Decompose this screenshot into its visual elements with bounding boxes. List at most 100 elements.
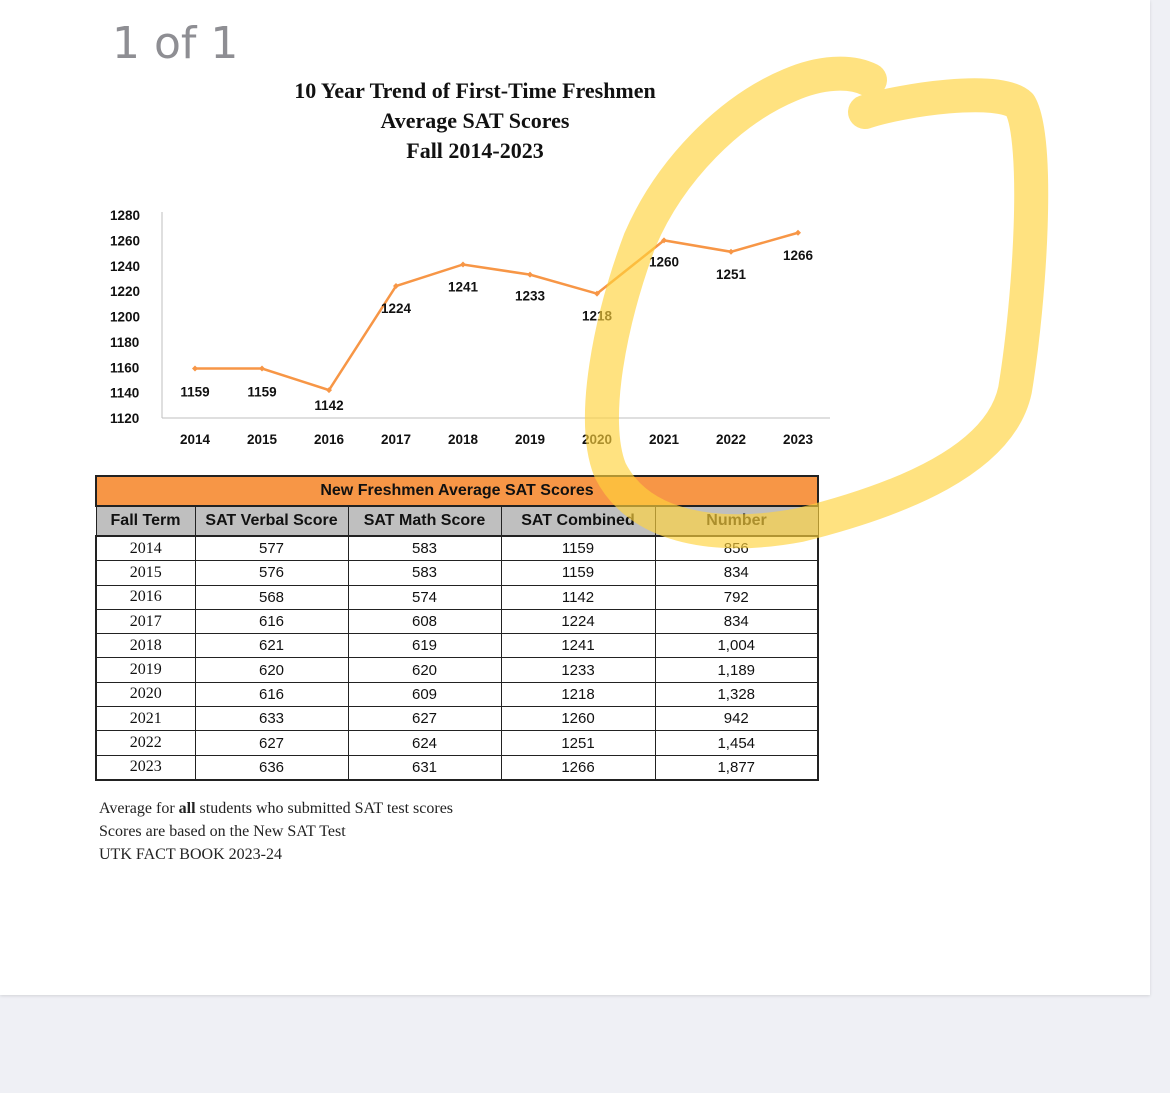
y-tick-label: 1160: [110, 360, 139, 375]
cell-sat-math: 609: [347, 681, 502, 708]
cell-sat-math: 624: [347, 730, 502, 756]
series-line: [195, 231, 799, 392]
data-label: 1251: [716, 267, 747, 282]
data-labels: 1159 1159 1142 1224 1241 1233 1218 1260 1251 1266: [180, 248, 813, 413]
cell-fall-term: 2020: [95, 681, 196, 708]
x-tick-label: 2017: [381, 432, 411, 447]
cell-fall-term: 2021: [95, 706, 196, 732]
cell-sat-verbal: 616: [194, 681, 349, 708]
data-label: 1241: [448, 279, 479, 294]
cell-sat-combined: 1266: [500, 754, 656, 781]
y-tick-label: 1200: [110, 310, 140, 325]
data-point: [192, 365, 198, 372]
y-tick-label: 1120: [110, 411, 139, 426]
series-layer: [192, 229, 801, 394]
data-point: [259, 365, 265, 372]
data-label: 1260: [649, 254, 679, 269]
data-point: [728, 248, 734, 255]
x-tick-label: 2021: [649, 432, 680, 447]
table-row: 2017 616 608 1224 834: [95, 608, 819, 635]
cell-sat-combined: 1241: [500, 633, 656, 659]
cell-number: 792: [654, 584, 819, 610]
table-row: 2015 576 583 1159 834: [95, 560, 819, 586]
line-chart: 1280 1260 1240 1220 1200 1180 1160 1140 1120 201…: [110, 208, 830, 447]
x-tick-label: 2023: [783, 432, 814, 447]
footnote-3: UTK FACT BOOK 2023-24: [99, 846, 282, 863]
x-tick-label: 2016: [314, 432, 345, 447]
cell-number: 1,004: [654, 633, 819, 659]
cell-sat-verbal: 577: [194, 535, 349, 562]
chart-title-line-2: Average SAT Scores: [380, 108, 570, 133]
cell-sat-combined: 1224: [500, 608, 656, 635]
cell-sat-verbal: 627: [194, 730, 349, 756]
header-sat-combined: SAT Combined: [500, 505, 656, 537]
cell-sat-math: 574: [347, 584, 502, 610]
data-label: 1159: [180, 385, 209, 400]
y-tick-label: 1280: [110, 208, 140, 223]
cell-number: 834: [654, 608, 819, 635]
table-row: 2019 620 620 1233 1,189: [95, 657, 819, 683]
chart-title-line-3: Fall 2014-2023: [406, 138, 544, 163]
cell-number: 1,189: [654, 657, 819, 683]
footnote-1-bold: all: [178, 800, 196, 817]
cell-sat-combined: 1233: [500, 657, 656, 683]
cell-sat-verbal: 616: [194, 608, 349, 635]
cell-sat-combined: 1251: [500, 730, 656, 756]
cell-sat-math: 583: [347, 535, 502, 562]
footnote-1-text-a: Average for: [99, 800, 179, 817]
x-tick-label: 2020: [582, 432, 612, 447]
cell-sat-verbal: 620: [194, 657, 349, 683]
table-row: 2014 577 583 1159 856: [95, 535, 819, 562]
header-fall-term: Fall Term: [95, 505, 196, 537]
data-label: 1159: [247, 385, 276, 400]
cell-sat-math: 608: [347, 608, 502, 635]
cell-fall-term: 2023: [95, 754, 196, 781]
cell-sat-math: 619: [347, 633, 502, 659]
table-header-row: Fall Term SAT Verbal Score SAT Math Scor…: [95, 505, 819, 537]
data-point: [527, 271, 533, 278]
footnote-2: Scores are based on the New SAT Test: [99, 823, 346, 840]
table-row: 2016 568 574 1142 792: [95, 584, 819, 610]
cell-sat-combined: 1142: [500, 584, 656, 610]
table-caption: New Freshmen Average SAT Scores: [95, 475, 819, 507]
cell-sat-math: 627: [347, 706, 502, 732]
table-row: 2018 621 619 1241 1,004: [95, 633, 819, 659]
cell-sat-verbal: 568: [194, 584, 349, 610]
x-tick-label: 2022: [716, 432, 746, 447]
data-point: [393, 283, 399, 290]
table-row: 2021 633 627 1260 942: [95, 706, 819, 732]
cell-number: 856: [654, 535, 819, 562]
data-point: [326, 387, 332, 394]
footnote-1-text-b: students who submitted SAT test scores: [195, 800, 454, 817]
data-label: 1218: [582, 309, 613, 324]
x-tick-label: 2018: [448, 432, 479, 447]
x-tick-label: 2019: [515, 432, 545, 447]
footnote-1: Average for all students who submitted S…: [99, 797, 453, 820]
cell-sat-combined: 1159: [500, 535, 656, 562]
y-tick-label: 1140: [110, 386, 139, 401]
table-row: 2022 627 624 1251 1,454: [95, 730, 819, 756]
cell-number: 942: [654, 706, 819, 732]
header-number: Number: [654, 505, 819, 537]
cell-number: 1,877: [654, 754, 819, 781]
data-label: 1142: [314, 398, 343, 413]
cell-fall-term: 2014: [95, 535, 196, 562]
y-tick-label: 1180: [110, 335, 139, 350]
y-axis-ticks: 1280 1260 1240 1220 1200 1180 1160 1140 1120: [110, 208, 140, 426]
data-label: 1266: [783, 248, 814, 263]
header-sat-verbal: SAT Verbal Score: [194, 505, 349, 537]
data-label: 1233: [515, 289, 546, 304]
y-tick-label: 1260: [110, 233, 140, 248]
data-point: [795, 229, 801, 236]
cell-sat-math: 631: [347, 754, 502, 781]
sat-scores-table: New Freshmen Average SAT Scores Fall Ter…: [95, 475, 819, 781]
footnotes: Average for all students who submitted S…: [99, 797, 453, 866]
data-label: 1224: [381, 301, 412, 316]
x-tick-label: 2014: [180, 432, 211, 447]
cell-sat-combined: 1260: [500, 706, 656, 732]
cell-sat-combined: 1159: [500, 560, 656, 586]
data-point: [460, 261, 466, 268]
cell-sat-math: 620: [347, 657, 502, 683]
table-row: 2020 616 609 1218 1,328: [95, 681, 819, 708]
cell-number: 834: [654, 560, 819, 586]
